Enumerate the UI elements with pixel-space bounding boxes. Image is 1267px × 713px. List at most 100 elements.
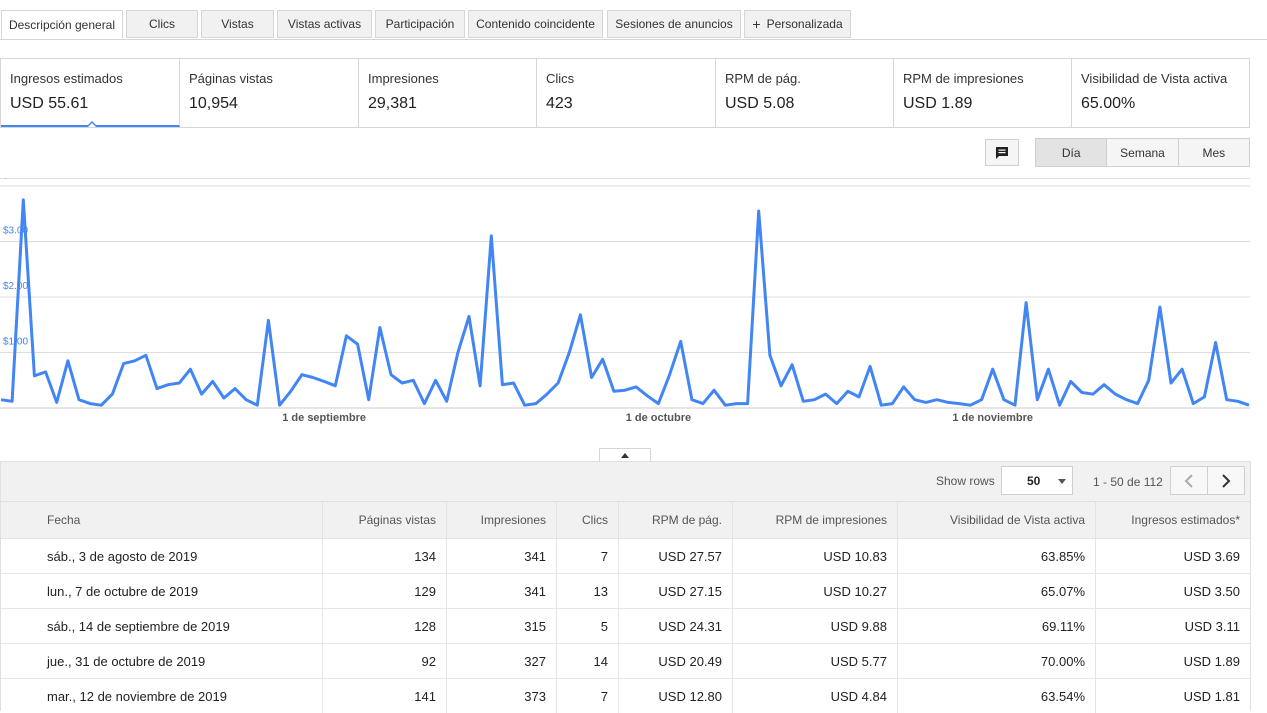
col-header-clicks[interactable]: Clics [557,502,619,539]
table-row: jue., 31 de octubre de 2019 92 327 14 US… [1,644,1250,679]
table-header-row: Fecha Páginas vistas Impresiones Clics R… [1,502,1250,539]
tab-engagement[interactable]: Participación [375,10,465,38]
col-header-viewability[interactable]: Visibilidad de Vista activa [898,502,1096,539]
table-row: mar., 12 de noviembre de 2019 141 373 7 … [1,679,1250,713]
collapse-chart-button[interactable] [599,448,651,462]
metric-impressions[interactable]: Impresiones 29,381 [359,59,537,127]
tab-label: Participación [386,17,455,31]
cell-clicks: 5 [557,609,619,644]
cell-viewability: 70.00% [898,644,1096,679]
period-toggle: Día Semana Mes [1035,138,1250,167]
metric-active-view-viewability[interactable]: Visibilidad de Vista activa 65.00% [1072,59,1249,127]
cell-impressions: 327 [447,644,557,679]
metric-value: USD 5.08 [725,95,884,113]
cell-viewability: 65.07% [898,574,1096,609]
y-tick-label: $2.00 [3,281,28,292]
selected-caret-icon [86,121,98,127]
report-tabs: Descripción general Clics Vistas Vistas … [0,0,1267,40]
prev-page-button[interactable] [1170,466,1208,495]
cell-page-views: 92 [323,644,447,679]
cell-impression-rpm: USD 10.83 [733,539,898,574]
col-header-page-rpm[interactable]: RPM de pág. [619,502,733,539]
col-header-date[interactable]: Fecha [1,502,323,539]
cell-clicks: 13 [557,574,619,609]
cell-estimated-earnings: USD 1.81 [1096,679,1251,713]
daily-report-table: Fecha Páginas vistas Impresiones Clics R… [1,501,1250,713]
metric-value: USD 1.89 [903,95,1062,113]
metric-label: RPM de pág. [725,71,884,86]
cell-impression-rpm: USD 5.77 [733,644,898,679]
cell-impression-rpm: USD 10.27 [733,574,898,609]
metric-page-views[interactable]: Páginas vistas 10,954 [180,59,359,127]
tab-label: Sesiones de anuncios [615,17,732,31]
collapse-up-icon [621,453,629,458]
cell-estimated-earnings: USD 3.50 [1096,574,1251,609]
tab-active-views[interactable]: Vistas activas [277,10,372,38]
tab-matched-content[interactable]: Contenido coincidente [468,10,603,38]
cell-page-rpm: USD 12.80 [619,679,733,713]
cell-clicks: 7 [557,679,619,713]
metric-value: 65.00% [1081,95,1240,113]
period-week-button[interactable]: Semana [1107,139,1178,166]
show-rows-label: Show rows [936,474,995,488]
col-header-impressions[interactable]: Impresiones [447,502,557,539]
table-row: sáb., 14 de septiembre de 2019 128 315 5… [1,609,1250,644]
cell-page-views: 128 [323,609,447,644]
pagination-range: 1 - 50 de 112 [1093,475,1163,489]
cell-date: lun., 7 de octubre de 2019 [1,574,323,609]
metric-clicks[interactable]: Clics 423 [537,59,716,127]
cell-page-views: 129 [323,574,447,609]
rows-per-page-select[interactable]: 50 [1001,466,1073,495]
cell-estimated-earnings: USD 1.89 [1096,644,1251,679]
metric-value: 423 [546,95,706,113]
metrics-bar: Ingresos estimados USD 55.61 Páginas vis… [0,58,1250,128]
col-header-estimated-earnings[interactable]: Ingresos estimados* [1096,502,1251,539]
tab-clicks[interactable]: Clics [126,10,198,38]
metric-value: 10,954 [189,95,349,113]
period-day-button[interactable]: Día [1036,139,1107,166]
cell-page-rpm: USD 27.57 [619,539,733,574]
rows-per-page-value: 50 [1027,474,1040,488]
cell-impressions: 341 [447,539,557,574]
tab-label: Vistas [221,17,253,31]
cell-impression-rpm: USD 4.84 [733,679,898,713]
plus-icon: + [752,16,760,32]
cell-impressions: 373 [447,679,557,713]
comment-icon [994,145,1010,161]
annotation-button[interactable] [985,139,1019,166]
tab-label: Clics [149,17,175,31]
cell-page-views: 134 [323,539,447,574]
metric-label: Páginas vistas [189,71,349,86]
col-header-impression-rpm[interactable]: RPM de impresiones [733,502,898,539]
tab-views[interactable]: Vistas [201,10,274,38]
tab-custom[interactable]: + Personalizada [744,10,851,38]
table-row: lun., 7 de octubre de 2019 129 341 13 US… [1,574,1250,609]
metric-label: Impresiones [368,71,527,86]
tab-ad-sessions[interactable]: Sesiones de anuncios [607,10,741,38]
metric-page-rpm[interactable]: RPM de pág. USD 5.08 [716,59,894,127]
col-header-page-views[interactable]: Páginas vistas [323,502,447,539]
metric-label: Clics [546,71,706,86]
period-month-button[interactable]: Mes [1179,139,1249,166]
metric-impression-rpm[interactable]: RPM de impresiones USD 1.89 [894,59,1072,127]
metric-label: RPM de impresiones [903,71,1062,86]
x-tick-label: 1 de noviembre [952,412,1033,424]
metric-label: Ingresos estimados [10,71,170,86]
cell-page-rpm: USD 24.31 [619,609,733,644]
cell-page-views: 141 [323,679,447,713]
cell-date: jue., 31 de octubre de 2019 [1,644,323,679]
tab-overview[interactable]: Descripción general [1,10,123,39]
cell-date: sáb., 3 de agosto de 2019 [1,539,323,574]
cell-date: sáb., 14 de septiembre de 2019 [1,609,323,644]
next-page-button[interactable] [1207,466,1245,495]
tab-label: Personalizada [767,17,843,31]
metric-estimated-earnings[interactable]: Ingresos estimados USD 55.61 [1,59,180,127]
cell-page-rpm: USD 20.49 [619,644,733,679]
cell-clicks: 7 [557,539,619,574]
tab-label: Contenido coincidente [476,17,595,31]
cell-viewability: 69.11% [898,609,1096,644]
x-tick-label: 1 de septiembre [282,412,366,424]
tab-label: Descripción general [9,18,115,32]
cell-estimated-earnings: USD 3.11 [1096,609,1251,644]
